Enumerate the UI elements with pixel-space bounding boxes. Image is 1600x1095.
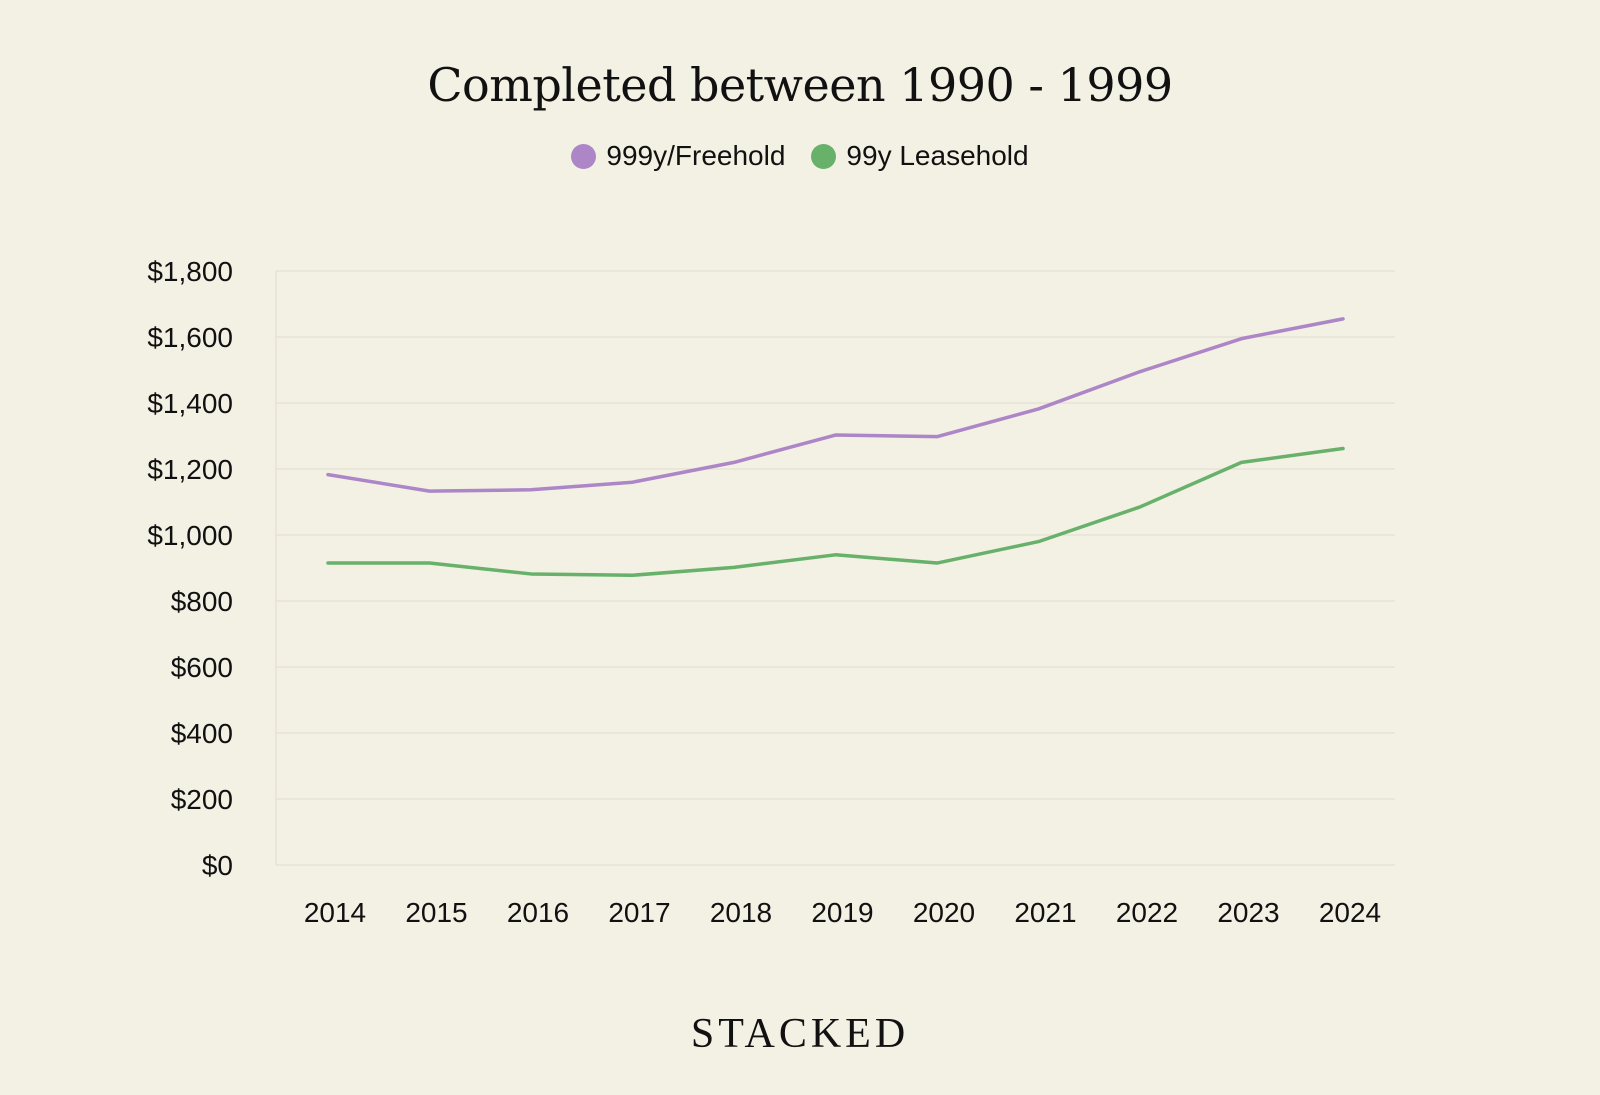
x-tick-label: 2024 xyxy=(1319,897,1381,928)
brand-logo: STACKED xyxy=(690,1011,910,1057)
y-tick-label: $1,600 xyxy=(147,322,233,353)
legend-marker-leasehold xyxy=(811,143,837,169)
y-tick-label: $0 xyxy=(202,850,233,881)
x-tick-label: 2023 xyxy=(1217,897,1279,928)
legend-label-leasehold: 99y Leasehold xyxy=(846,140,1029,171)
y-tick-label: $1,400 xyxy=(147,388,233,419)
y-tick-label: $400 xyxy=(171,718,233,749)
x-tick-label: 2017 xyxy=(608,897,670,928)
x-tick-label: 2015 xyxy=(405,897,467,928)
legend-marker-freehold xyxy=(571,143,597,169)
y-tick-label: $1,000 xyxy=(147,520,233,551)
legend-item-freehold: 999y/Freehold xyxy=(571,140,785,172)
y-tick-label: $800 xyxy=(171,586,233,617)
legend-item-leasehold: 99y Leasehold xyxy=(811,140,1029,172)
series-line-1 xyxy=(326,446,1345,578)
x-tick-label: 2020 xyxy=(913,897,975,928)
y-tick-label: $1,200 xyxy=(147,454,233,485)
y-tick-label: $1,800 xyxy=(147,256,233,287)
x-tick-label: 2022 xyxy=(1116,897,1178,928)
series-line-0 xyxy=(326,317,1345,493)
x-tick-label: 2018 xyxy=(710,897,772,928)
x-tick-label: 2014 xyxy=(304,897,366,928)
x-tick-label: 2021 xyxy=(1014,897,1076,928)
y-tick-label: $600 xyxy=(171,652,233,683)
y-tick-label: $200 xyxy=(171,784,233,815)
x-tick-label: 2019 xyxy=(811,897,873,928)
legend: 999y/Freehold 99y Leasehold xyxy=(0,140,1600,172)
chart-title: Completed between 1990 - 1999 xyxy=(427,58,1173,112)
x-tick-label: 2016 xyxy=(507,897,569,928)
legend-label-freehold: 999y/Freehold xyxy=(606,140,786,171)
